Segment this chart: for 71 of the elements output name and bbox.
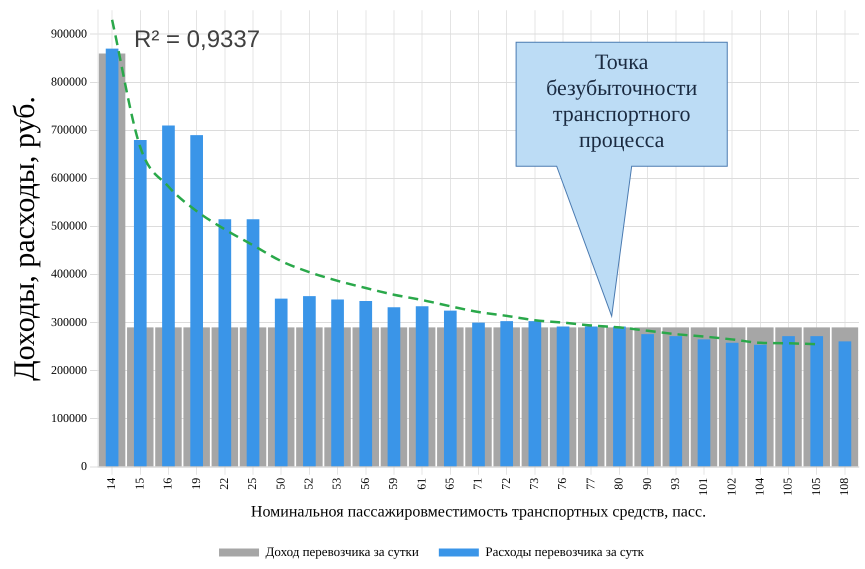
line-series xyxy=(110,18,818,346)
bar xyxy=(416,306,428,466)
bar xyxy=(134,140,147,466)
annotation: R² = 0,9337 xyxy=(134,26,260,53)
x-tick-label: 50 xyxy=(273,478,288,490)
y-tick-label: 400000 xyxy=(51,266,87,281)
x-tick-label: 73 xyxy=(527,478,542,490)
bar xyxy=(359,300,372,466)
x-tick-label: 105 xyxy=(808,478,823,496)
bar xyxy=(528,321,542,466)
y-tick-label: 0 xyxy=(81,458,87,473)
x-tick-label: 71 xyxy=(470,478,485,490)
x-tick-label: 80 xyxy=(612,478,626,490)
x-tick-label: 65 xyxy=(442,478,456,490)
x-tick-label: 25 xyxy=(245,478,260,490)
bar xyxy=(726,342,739,466)
annotation: Точка безубыточности транспортного процесса xyxy=(546,48,698,152)
bar xyxy=(106,48,118,466)
y-tick-label: 700000 xyxy=(51,122,87,137)
bar xyxy=(641,334,654,466)
bar xyxy=(274,298,288,466)
y-tick-label: 200000 xyxy=(51,362,87,377)
legend-label: Доход перевозчика за сутки xyxy=(266,544,419,559)
bar xyxy=(669,336,682,466)
bar xyxy=(810,336,824,466)
x-tick-label: 56 xyxy=(358,478,372,490)
x-tick-label: 93 xyxy=(668,478,682,490)
bar xyxy=(698,339,710,466)
y-tick-label: 100000 xyxy=(51,410,87,425)
x-tick-label: 90 xyxy=(640,478,654,490)
bar xyxy=(444,310,457,466)
x-tick-label: 14 xyxy=(104,478,118,490)
x-tick-label: 102 xyxy=(724,478,738,496)
y-tick-label: 900000 xyxy=(51,26,87,40)
x-tick-label: 16 xyxy=(160,478,175,490)
bar xyxy=(303,296,316,466)
x-tick-label: 104 xyxy=(752,478,767,496)
x-tick-label: 76 xyxy=(555,478,570,490)
x-tick-label: 19 xyxy=(188,478,203,490)
bar xyxy=(556,326,570,466)
bar xyxy=(472,322,485,466)
bar xyxy=(218,219,232,466)
x-tick-label: 15 xyxy=(132,478,146,490)
x-tick-label: 101 xyxy=(696,478,710,496)
x-tick-label: 108 xyxy=(837,478,852,496)
bar xyxy=(613,326,626,466)
y-tick-label: 300000 xyxy=(51,314,87,329)
bar xyxy=(388,307,400,466)
x-tick-label: 61 xyxy=(414,478,428,490)
bar xyxy=(838,341,852,466)
bar xyxy=(500,321,514,466)
bar xyxy=(754,344,767,466)
x-tick-label: 59 xyxy=(386,478,400,490)
bar xyxy=(584,326,598,466)
x-tick-label: 22 xyxy=(216,478,231,490)
bar xyxy=(162,126,175,466)
y-tick-label: 800000 xyxy=(51,74,87,88)
x-tick-label: 105 xyxy=(780,478,795,496)
bar xyxy=(190,135,203,466)
x-tick-label: 77 xyxy=(583,478,598,490)
y-tick-label: 600000 xyxy=(51,170,87,185)
y-axis-title: Доходы, расходы, руб. xyxy=(8,96,41,381)
x-axis-title: Номинальноя пассажировместимость транспортных средств, пасс. xyxy=(250,504,706,521)
bar xyxy=(331,300,344,466)
x-tick-label: 52 xyxy=(302,478,316,490)
bar xyxy=(782,336,795,466)
legend-label: Расходы перевозчика за сутк xyxy=(485,544,645,559)
bar xyxy=(246,219,260,466)
y-tick-label: 500000 xyxy=(51,218,87,233)
x-tick-label: 53 xyxy=(330,478,344,490)
x-tick-label: 72 xyxy=(498,478,513,490)
